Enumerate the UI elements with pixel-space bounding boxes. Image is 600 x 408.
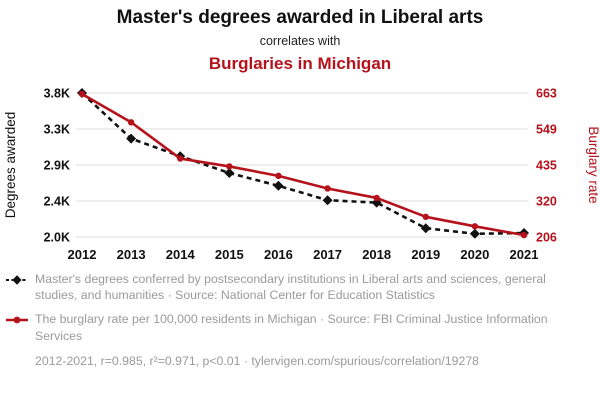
- left-axis-tick: 2.9K: [44, 159, 70, 173]
- x-axis-tick: 2016: [264, 247, 293, 262]
- data-point-circle: [226, 163, 233, 170]
- left-axis-title: Degrees awarded: [3, 112, 18, 219]
- x-axis-tick: 2018: [362, 247, 391, 262]
- x-axis-tick: 2021: [510, 247, 539, 262]
- data-point-circle: [422, 213, 429, 221]
- chart-title-secondary: Burglaries in Michigan: [208, 54, 392, 73]
- x-axis-tick: 2019: [411, 247, 440, 262]
- data-point-circle: [373, 194, 380, 202]
- data-point-diamond: [224, 168, 235, 178]
- data-point-circle: [520, 231, 528, 239]
- x-axis-tick: 2014: [166, 247, 196, 262]
- x-axis-tick: 2012: [68, 247, 97, 262]
- series-line-right: [81, 92, 525, 237]
- x-axis-tick: 2013: [117, 247, 146, 262]
- dual-axis-line-chart: 3.8K 3.3K 2.9K 2.4K 2.0K 663 549 435 320 206 2012 2…: [3, 87, 600, 263]
- chart-subtitle: correlates with: [259, 34, 341, 48]
- data-point-circle: [471, 223, 479, 230]
- x-axis-tick: 2015: [215, 247, 244, 262]
- left-axis-tick: 3.8K: [44, 87, 70, 101]
- legend: Master's degrees conferred by postsecond…: [0, 265, 600, 368]
- stats-footer: 2012-2021, r=0.985, r²=0.971, p<0.01 · t…: [35, 353, 479, 368]
- left-axis-tick: 3.3K: [44, 123, 70, 137]
- data-point-diamond: [126, 133, 137, 144]
- data-point-circle: [177, 155, 184, 162]
- data-point-diamond: [322, 195, 333, 206]
- right-axis-title: Burglary rate: [586, 126, 600, 203]
- x-axis-tick: 2020: [460, 247, 489, 262]
- legend-marker-burglary-icon: [6, 317, 28, 324]
- legend-label-degrees: Master's degrees conferred by postsecond…: [35, 272, 546, 303]
- right-axis-tick: 549: [536, 123, 557, 137]
- series-line-left: [81, 92, 525, 236]
- right-axis-tick: 435: [536, 159, 557, 173]
- x-axis-tick: 2017: [313, 247, 342, 262]
- data-point-circle: [78, 90, 86, 98]
- data-point-diamond: [273, 180, 284, 191]
- left-axis-tick: 2.0K: [44, 231, 70, 245]
- right-axis-tick: 206: [536, 231, 557, 245]
- right-axis-tick: 663: [536, 87, 557, 101]
- data-point-circle: [127, 119, 135, 126]
- legend-label-burglary: The burglary rate per 100,000 residents …: [35, 312, 548, 343]
- data-point-circle: [275, 172, 282, 180]
- left-axis-tick: 2.4K: [44, 195, 70, 209]
- data-point-diamond: [469, 228, 480, 239]
- chart-header: Master's degrees awarded in Liberal arts…: [0, 0, 600, 77]
- legend-marker-degrees-icon: [6, 275, 28, 285]
- data-point-diamond: [420, 223, 431, 234]
- right-axis-tick: 320: [536, 195, 557, 209]
- data-point-circle: [324, 185, 331, 192]
- chart-title: Master's degrees awarded in Liberal arts: [116, 7, 484, 28]
